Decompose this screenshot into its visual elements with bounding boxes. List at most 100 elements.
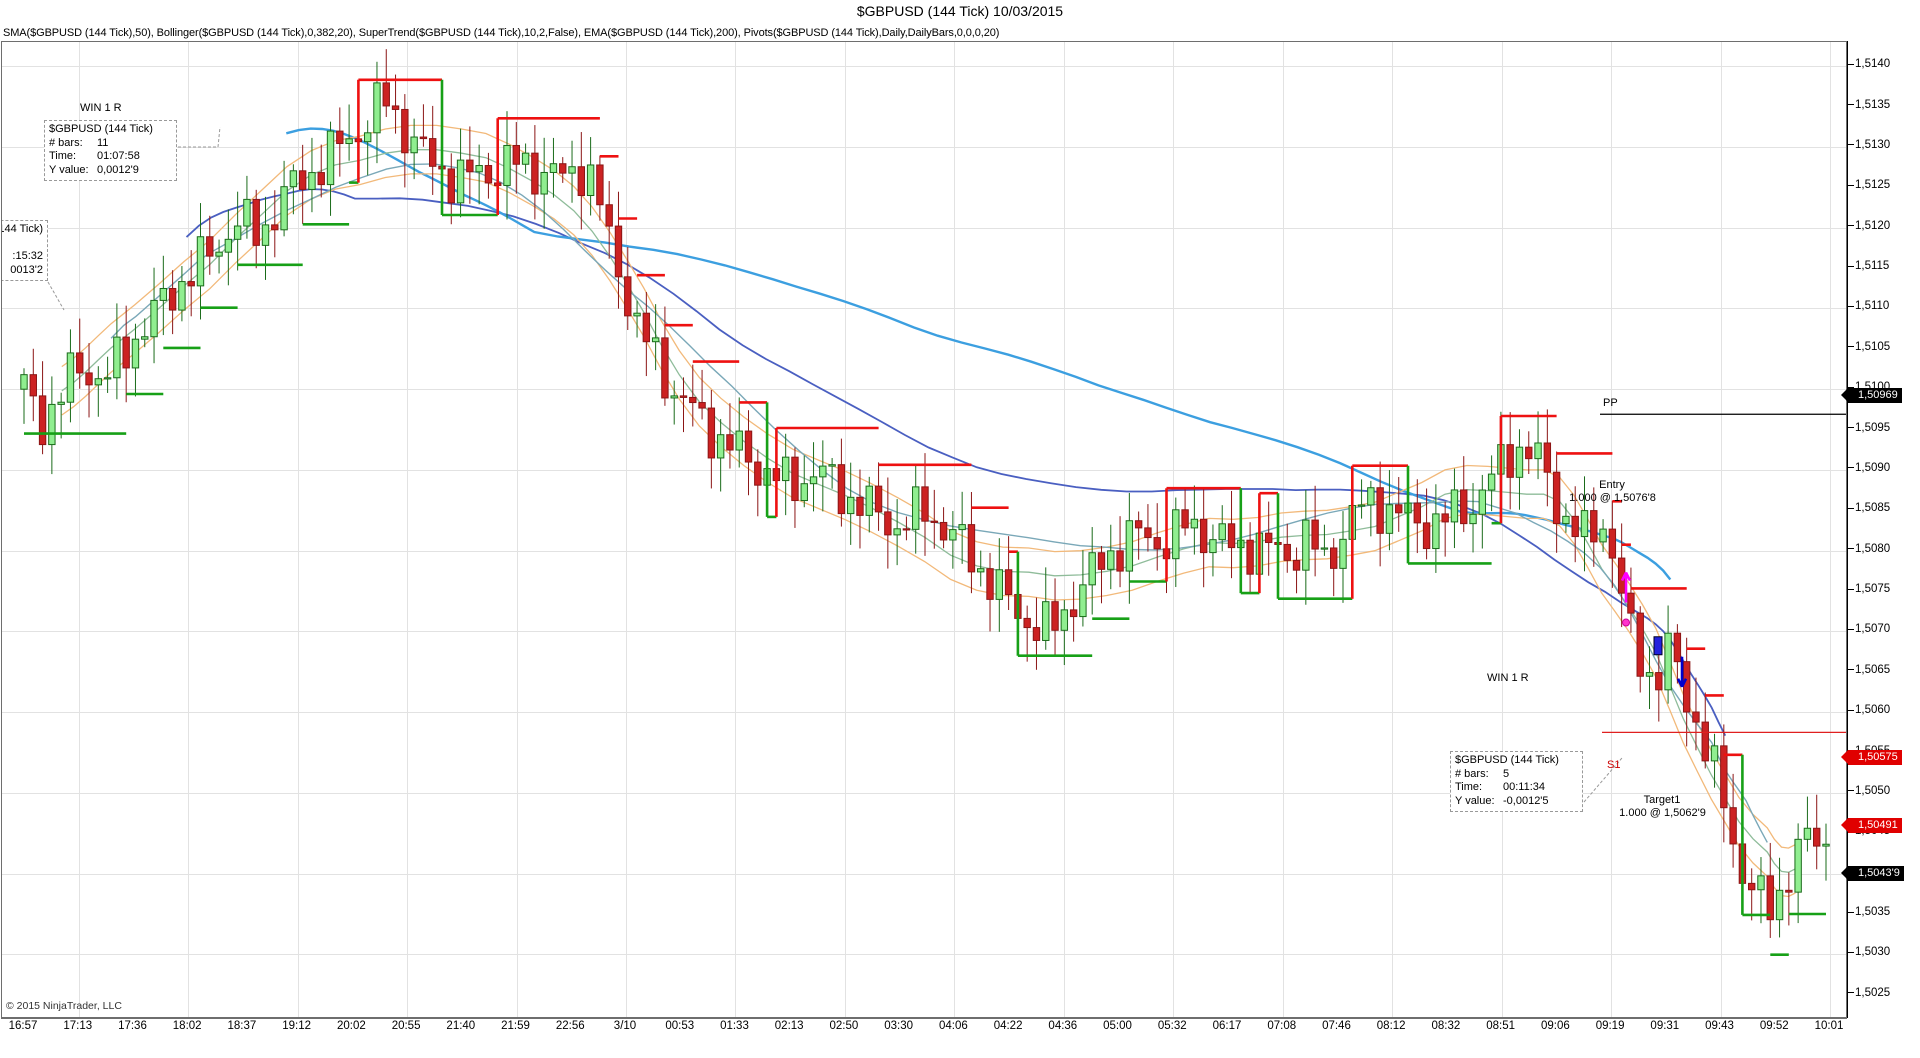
pivot-pp-label: PP <box>1603 397 1618 409</box>
price-axis[interactable]: 1,5140 1,5135 1,5130 1,5125 1,5120 1,5115 1,51… <box>1841 41 1919 1018</box>
price-tick-text: 1,5065 <box>1855 663 1891 676</box>
time-tick-label: 03:30 <box>884 1020 914 1032</box>
time-tick-label: 07:08 <box>1267 1020 1297 1032</box>
tooltip-box-right: $GBPUSD (144 Tick) # bars: 5 Time: 00:11:3… <box>1450 751 1583 812</box>
price-tick-text: 1,5085 <box>1855 502 1891 515</box>
gridline-vertical <box>1283 42 1284 1017</box>
gridline-vertical <box>407 42 408 1017</box>
price-marker: 1,50969 <box>1841 388 1902 403</box>
time-tick-label: 09:52 <box>1759 1020 1789 1032</box>
gridline-horizontal <box>2 793 1846 794</box>
win-label-left: WIN 1 R <box>80 102 122 114</box>
gridline-vertical <box>1502 42 1503 1017</box>
copyright-notice: © 2015 NinjaTrader, LLC <box>6 1000 122 1012</box>
tooltip2-instrument: $GBPUSD (144 Tick) <box>1455 754 1559 766</box>
gridline-vertical <box>1064 42 1065 1017</box>
tooltip2-bars-row: # bars: 5 <box>1455 767 1510 780</box>
time-tick-label: 04:06 <box>938 1020 968 1032</box>
entry-marker-value: 1.000 @ 1,5076'8 <box>1569 492 1656 504</box>
win-label-right: WIN 1 R <box>1487 672 1529 684</box>
price-tick-text: 1,5075 <box>1855 583 1891 596</box>
price-tick-label: 1,5075 <box>1848 583 1890 595</box>
price-tick-label: 1,5120 <box>1848 220 1890 232</box>
price-marker: 1,50575 <box>1841 750 1902 765</box>
time-tick-label: 09:19 <box>1595 1020 1625 1032</box>
time-tick-label: 01:33 <box>720 1020 749 1032</box>
gridline-vertical <box>79 42 80 1017</box>
page-title: $GBPUSD (144 Tick) 10/03/2015 <box>856 3 1064 19</box>
time-tick-label: 21:59 <box>501 1020 530 1032</box>
time-tick-label: 20:55 <box>391 1020 421 1032</box>
gridline-horizontal <box>2 551 1846 552</box>
gridline-vertical <box>1721 42 1722 1017</box>
time-tick-label: 08:32 <box>1431 1020 1461 1032</box>
tooltip-clipped-yvalue: 0013'2 <box>10 263 43 276</box>
price-tick-text: 1,5050 <box>1855 784 1891 797</box>
time-tick-label: 10:01 <box>1814 1020 1844 1032</box>
price-tick-text: 1,5110 <box>1855 300 1890 313</box>
price-tick-text: 1,5120 <box>1855 219 1891 232</box>
tooltip-bars-row: # bars: 11 <box>49 136 109 149</box>
tooltip-box-left: $GBPUSD (144 Tick) # bars: 11 Time: 01:07:… <box>44 120 177 181</box>
price-tick-label: 1,5060 <box>1848 704 1890 716</box>
price-tick-label: 1,5070 <box>1848 623 1890 635</box>
price-tick-text: 1,5095 <box>1855 421 1891 434</box>
time-tick-label: 04:36 <box>1048 1020 1078 1032</box>
price-tick-label: 1,5130 <box>1848 139 1890 151</box>
time-tick-label: 05:32 <box>1157 1020 1187 1032</box>
gridline-vertical <box>735 42 736 1017</box>
price-tick-label: 1,5025 <box>1848 987 1890 999</box>
time-tick-label: 17:13 <box>63 1020 93 1032</box>
tooltip-time-row: Time: 01:07:58 <box>49 150 140 162</box>
gridline-vertical <box>517 42 518 1017</box>
time-tick-label: 3/10 <box>613 1020 637 1032</box>
price-tick-label: 1,5080 <box>1848 543 1890 555</box>
time-tick-label: 09:06 <box>1540 1020 1570 1032</box>
price-tick-text: 1,5115 <box>1855 260 1890 273</box>
price-tick-label: 1,5140 <box>1848 58 1890 70</box>
tooltip-box-clipped: 144 Tick) :15:32 0013'2 <box>1 220 48 281</box>
gridline-horizontal <box>2 954 1846 955</box>
gridline-horizontal <box>2 712 1846 713</box>
price-tick-label: 1,5065 <box>1848 664 1890 676</box>
time-tick-label: 21:40 <box>446 1020 476 1032</box>
price-tick-label: 1,5030 <box>1848 946 1890 958</box>
gridline-horizontal <box>2 470 1846 471</box>
gridline-horizontal <box>2 147 1846 148</box>
price-tick-text: 1,5105 <box>1855 340 1891 353</box>
time-tick-label: 06:17 <box>1212 1020 1242 1032</box>
time-tick-label: 17:36 <box>118 1020 147 1032</box>
gridline-vertical <box>298 42 299 1017</box>
time-axis[interactable]: 16:57 17:13 17:36 18:02 18:37 19:12 20:02 20:55… <box>1 1018 1847 1040</box>
entry-marker-label: Entry <box>1599 479 1625 491</box>
price-tick-text: 1,5130 <box>1855 138 1891 151</box>
time-tick-label: 05:00 <box>1103 1020 1132 1032</box>
time-tick-label: 08:51 <box>1486 1020 1516 1032</box>
gridline-vertical <box>626 42 627 1017</box>
time-tick-label: 20:02 <box>336 1020 366 1032</box>
price-tick-text: 1,5060 <box>1855 704 1891 717</box>
price-tick-label: 1,5095 <box>1848 422 1890 434</box>
price-tick-label: 1,5085 <box>1848 502 1890 514</box>
time-tick-label: 09:31 <box>1650 1020 1680 1032</box>
price-tick-text: 1,5135 <box>1855 98 1891 111</box>
chart-plot-area[interactable]: WIN 1 R $GBPUSD (144 Tick) # bars: 11 Tim… <box>1 41 1847 1018</box>
time-tick-label: 04:22 <box>993 1020 1023 1032</box>
tooltip-instrument: $GBPUSD (144 Tick) <box>49 123 153 135</box>
chart-series-layer <box>20 49 1846 956</box>
tooltip2-yvalue-row: Y value: -0,0012'5 <box>1455 794 1549 807</box>
gridline-vertical <box>1830 42 1831 1017</box>
target-marker-value: 1.000 @ 1,5062'9 <box>1619 807 1706 819</box>
tooltip-clipped-instrument: 144 Tick) <box>1 223 43 235</box>
price-tick-text: 1,5080 <box>1855 542 1891 555</box>
price-tick-text: 1,5140 <box>1855 58 1891 71</box>
tooltip-yvalue-row: Y value: 0,0012'9 <box>49 163 139 176</box>
price-tick-label: 1,5035 <box>1848 906 1890 918</box>
price-tick-text: 1,5035 <box>1855 906 1891 919</box>
gridline-vertical <box>845 42 846 1017</box>
price-tick-label: 1,5135 <box>1848 99 1890 111</box>
time-tick-label: 09:43 <box>1705 1020 1734 1032</box>
price-tick-label: 1,5090 <box>1848 462 1890 474</box>
price-tick-text: 1,5070 <box>1855 623 1891 636</box>
